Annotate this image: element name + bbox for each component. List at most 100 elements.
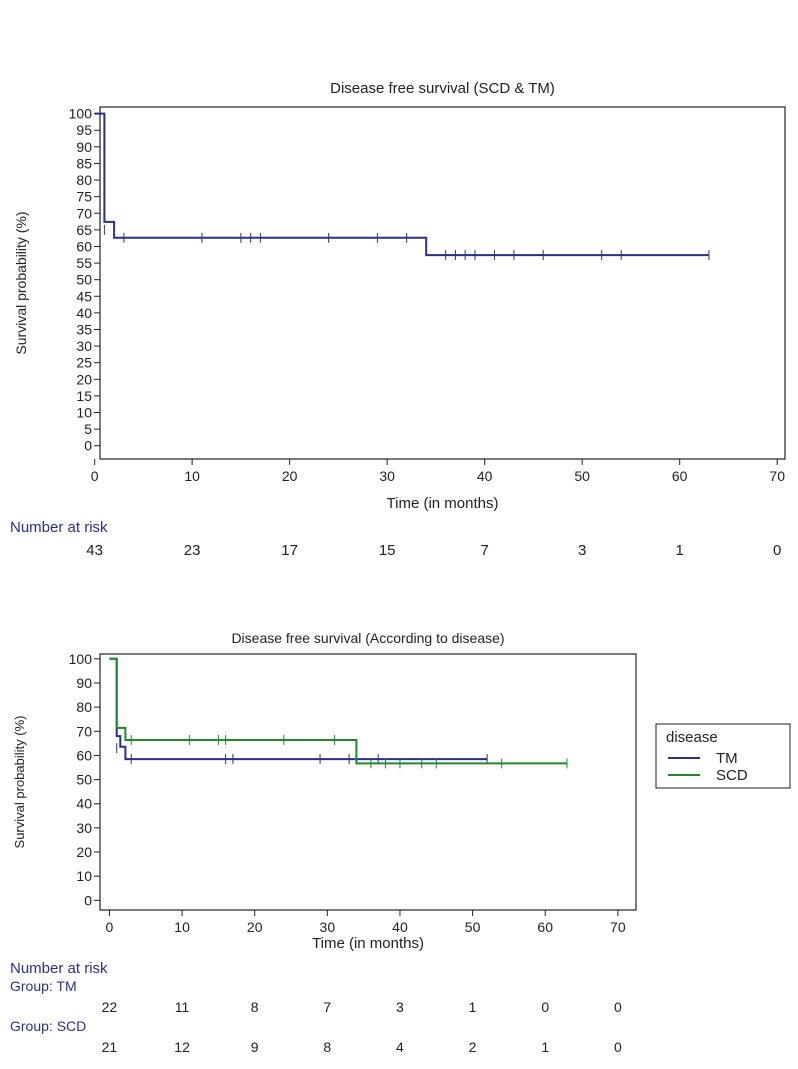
y-tick-label: 75 (76, 189, 92, 205)
x-axis-label: Time (in months) (387, 495, 499, 512)
y-tick-label: 30 (76, 338, 92, 354)
y-tick-label: 30 (76, 820, 92, 836)
x-tick-label: 0 (91, 468, 99, 484)
y-tick-label: 10 (76, 405, 92, 421)
risk-count: 1 (676, 542, 684, 559)
x-axis-label: Time (in months) (312, 935, 424, 952)
y-tick-label: 60 (76, 238, 92, 254)
y-tick-label: 15 (76, 388, 92, 404)
legend-box (655, 723, 791, 789)
risk-count: 8 (251, 999, 259, 1015)
x-tick-label: 50 (465, 919, 481, 935)
risk-count: 43 (86, 542, 103, 559)
x-tick-label: 40 (392, 919, 408, 935)
y-tick-label: 0 (84, 892, 92, 908)
risk-count: 0 (541, 999, 549, 1015)
y-tick-label: 100 (69, 651, 93, 667)
x-tick-label: 40 (477, 468, 493, 484)
risk-count: 1 (469, 999, 477, 1015)
y-tick-label: 20 (76, 371, 92, 387)
y-tick-label: 70 (76, 723, 92, 739)
risk-count: 22 (102, 999, 118, 1015)
y-tick-label: 60 (76, 747, 92, 763)
y-tick-label: 55 (76, 255, 92, 271)
risk-count: 0 (773, 542, 781, 559)
y-tick-label: 10 (76, 868, 92, 884)
risk-count: 15 (379, 542, 396, 559)
chart-2: Disease free survival (According to dise… (10, 630, 791, 1055)
risk-table-label: Number at risk (10, 960, 108, 977)
x-tick-label: 30 (379, 468, 395, 484)
risk-count: 7 (481, 542, 489, 559)
y-tick-label: 80 (76, 699, 92, 715)
plot-frame (99, 653, 637, 911)
risk-count: 23 (184, 542, 201, 559)
y-tick-label: 80 (76, 172, 92, 188)
series-scd (109, 657, 568, 769)
risk-group-label: Group: SCD (10, 1018, 86, 1034)
risk-count: 8 (323, 1039, 331, 1055)
risk-count: 7 (323, 999, 331, 1015)
x-tick-label: 60 (672, 468, 688, 484)
survival-step-line (94, 112, 709, 257)
risk-count: 0 (614, 1039, 622, 1055)
series-tm (109, 657, 488, 765)
legend-title: disease (666, 729, 718, 746)
y-tick-label: 0 (84, 438, 92, 454)
y-tick-label: 90 (76, 139, 92, 155)
x-tick-label: 70 (769, 468, 785, 484)
chart-title: Disease free survival (According to dise… (231, 630, 504, 646)
x-tick-label: 10 (184, 468, 200, 484)
y-tick-label: 40 (76, 305, 92, 321)
x-tick-label: 30 (320, 919, 336, 935)
y-tick-label: 25 (76, 355, 92, 371)
y-tick-label: 70 (76, 205, 92, 221)
x-tick-label: 60 (537, 919, 553, 935)
y-axis-label: Survival probability (%) (13, 211, 29, 354)
series-1 (94, 112, 710, 261)
y-tick-label: 45 (76, 288, 92, 304)
risk-count: 1 (541, 1039, 549, 1055)
risk-count: 17 (281, 542, 298, 559)
y-tick-label: 20 (76, 844, 92, 860)
y-axis-label: Survival probability (%) (12, 716, 27, 849)
y-tick-label: 100 (69, 106, 93, 122)
survival-step-line (109, 657, 567, 765)
y-tick-label: 85 (76, 155, 92, 171)
x-tick-label: 10 (174, 919, 190, 935)
y-tick-label: 90 (76, 675, 92, 691)
risk-count: 21 (102, 1039, 118, 1055)
risk-table: Number at risk 43 23 17 15 7 3 1 0 (10, 519, 781, 559)
y-tick-label: 40 (76, 796, 92, 812)
chart-1: Disease free survival (SCD & TM)0 10 20 30 4… (10, 80, 786, 559)
y-tick-label: 35 (76, 321, 92, 337)
y-tick-label: 65 (76, 222, 92, 238)
risk-count: 4 (396, 1039, 404, 1055)
risk-count: 0 (614, 999, 622, 1015)
risk-count: 3 (396, 999, 404, 1015)
risk-count: 3 (578, 542, 586, 559)
risk-count: 9 (251, 1039, 259, 1055)
x-tick-label: 70 (610, 919, 626, 935)
y-tick-label: 5 (84, 421, 92, 437)
x-tick-label: 20 (282, 468, 298, 484)
y-tick-label: 50 (76, 272, 92, 288)
x-tick-label: 50 (574, 468, 590, 484)
plot-frame (99, 106, 786, 460)
x-tick-label: 0 (106, 919, 114, 935)
risk-count: 11 (175, 999, 190, 1015)
x-tick-label: 20 (247, 919, 263, 935)
survival-step-line (109, 657, 488, 761)
chart-title: Disease free survival (SCD & TM) (330, 80, 555, 97)
legend-entry: TM (716, 750, 738, 767)
risk-group-label: Group: TM (10, 978, 77, 994)
legend-entry: SCD (716, 767, 748, 784)
y-tick-label: 95 (76, 122, 92, 138)
risk-table-label: Number at risk (10, 519, 108, 536)
risk-count: 2 (469, 1039, 477, 1055)
risk-count: 12 (174, 1039, 190, 1055)
y-tick-label: 50 (76, 772, 92, 788)
